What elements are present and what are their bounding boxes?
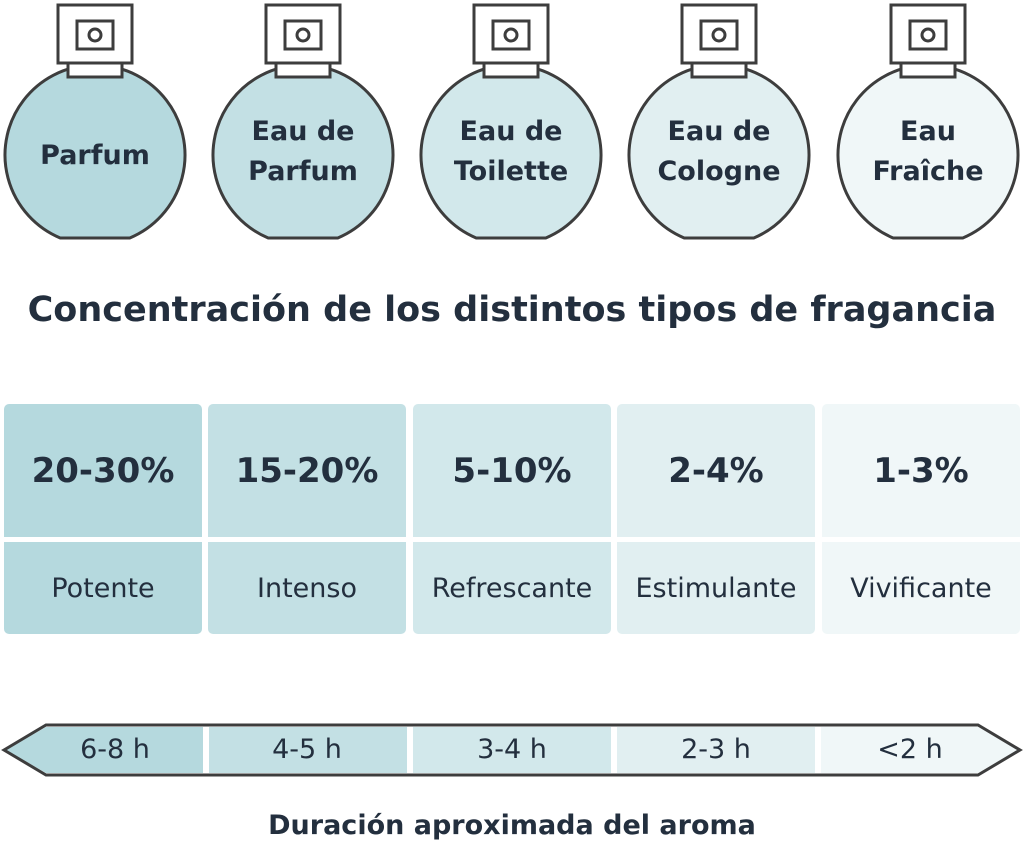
concentration-descriptor: Vivificante [850, 572, 992, 604]
duration-segment [209, 727, 407, 773]
duration-segment [6, 727, 203, 773]
duration-title: Duración aproximada del aroma [268, 810, 756, 841]
duration-arrow-bar: 6-8 h 4-5 h 3-4 h 2-3 h <2 h [0, 720, 1024, 780]
concentration-column-parfum: 20-30% Potente [4, 404, 202, 634]
concentration-percent-cell: 1-3% [822, 404, 1020, 537]
concentration-percent: 20-30% [31, 450, 175, 491]
bottle-icon [419, 3, 603, 240]
concentration-percent-cell: 5-10% [413, 404, 611, 537]
bottle-label-parfum: Parfum [5, 136, 185, 176]
concentration-descriptor-cell: Intenso [208, 542, 406, 634]
concentration-descriptor: Intenso [257, 572, 357, 604]
bottle-icon [627, 3, 811, 240]
bottle-label-eau-de-parfum: Eau de Parfum [213, 112, 393, 192]
concentration-percent: 2-4% [668, 450, 764, 491]
duration-label: 3-4 h [477, 734, 547, 765]
bottle-label-line1: Eau de [251, 116, 355, 147]
concentration-percent: 5-10% [452, 450, 572, 491]
duration-arrow-graphic [1, 723, 1023, 777]
duration-label: 6-8 h [80, 734, 150, 765]
concentration-descriptor-cell: Vivificante [822, 542, 1020, 634]
bottle-label-line2: Parfum [248, 156, 358, 187]
cell-divider [822, 537, 1020, 542]
bottle-label-eau-fraiche: Eau Fraîche [838, 112, 1018, 192]
bottle-label-line1: Parfum [40, 140, 150, 171]
concentration-descriptor: Potente [51, 572, 155, 604]
concentration-descriptor: Refrescante [431, 572, 593, 604]
concentration-grid: 20-30% Potente 15-20% Intenso 5-10% Refr… [4, 404, 1020, 634]
concentration-percent-cell: 15-20% [208, 404, 406, 537]
concentration-percent-cell: 20-30% [4, 404, 202, 537]
bottle-label-line1: Eau [900, 116, 956, 147]
bottle-label-line2: Toilette [453, 156, 569, 187]
concentration-percent: 15-20% [235, 450, 379, 491]
bottle-label-eau-de-cologne: Eau de Cologne [629, 112, 809, 192]
bottles-graphic [3, 3, 1020, 240]
concentration-descriptor-cell: Refrescante [413, 542, 611, 634]
concentration-descriptor: Estimulante [635, 572, 797, 604]
concentration-column-eau-fraiche: 1-3% Vivificante [822, 404, 1020, 634]
concentration-percent: 1-3% [873, 450, 969, 491]
bottle-label-line1: Eau de [667, 116, 771, 147]
duration-segment [413, 727, 611, 773]
concentration-column-eau-de-cologne: 2-4% Estimulante [617, 404, 815, 634]
cell-divider [4, 537, 202, 542]
concentration-descriptor-cell: Potente [4, 542, 202, 634]
duration-label: 2-3 h [681, 734, 751, 765]
duration-label: <2 h [877, 734, 943, 765]
arrow-outline [1, 723, 1023, 777]
concentration-column-eau-de-toilette: 5-10% Refrescante [413, 404, 611, 634]
bottle-icon [3, 3, 187, 240]
concentration-percent-cell: 2-4% [617, 404, 815, 537]
bottle-icon [836, 3, 1020, 240]
duration-segment [617, 727, 815, 773]
duration-segment [821, 727, 1018, 773]
bottle-icon [211, 3, 395, 240]
bottle-label-line2: Cologne [657, 156, 781, 187]
bottle-label-line1: Eau de [459, 116, 563, 147]
bottle-label-eau-de-toilette: Eau de Toilette [421, 112, 601, 192]
page-title: Concentración de los distintos tipos de … [27, 290, 997, 330]
bottle-row: Parfum Eau de Parfum Eau de Toilette Eau… [0, 0, 1024, 245]
cell-divider [617, 537, 815, 542]
cell-divider [208, 537, 406, 542]
duration-label: 4-5 h [272, 734, 342, 765]
concentration-descriptor-cell: Estimulante [617, 542, 815, 634]
bottle-label-line2: Fraîche [872, 156, 984, 187]
concentration-column-eau-de-parfum: 15-20% Intenso [208, 404, 406, 634]
cell-divider [413, 537, 611, 542]
